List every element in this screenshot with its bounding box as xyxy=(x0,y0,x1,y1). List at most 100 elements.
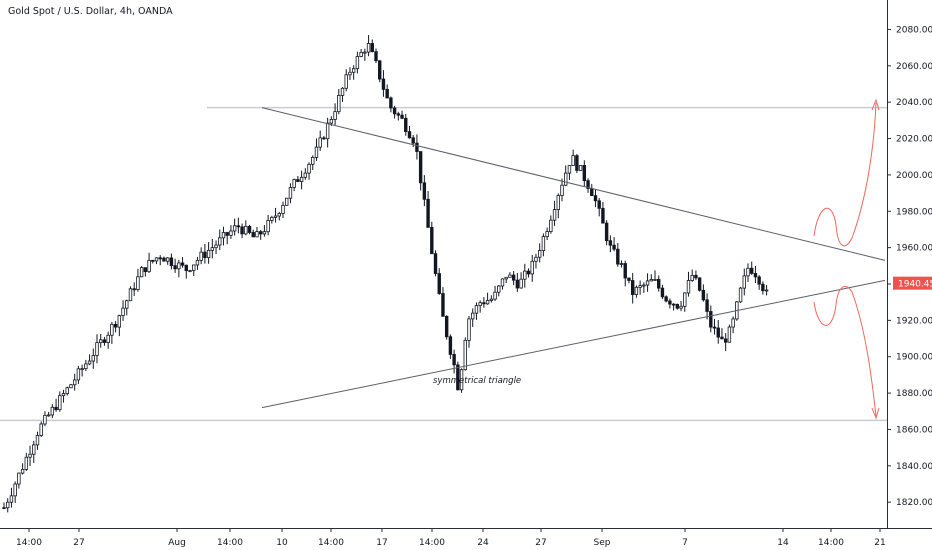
candle-body xyxy=(54,406,58,411)
candle-body xyxy=(180,262,185,266)
candle-body xyxy=(84,363,88,370)
projection-down-curve xyxy=(835,285,877,417)
pattern-annotation: symmetrical triangle xyxy=(433,376,521,386)
candle-body xyxy=(95,342,99,356)
candle-body xyxy=(9,495,14,503)
candle-body xyxy=(58,395,62,411)
candle-body xyxy=(452,354,456,366)
last-price-tag: 1940.456 xyxy=(893,276,932,290)
candle-body xyxy=(392,107,397,115)
candle-body xyxy=(623,263,627,279)
candle-body xyxy=(467,318,471,341)
candle-body xyxy=(482,302,486,305)
y-tick-label: 1880.000 xyxy=(896,389,932,399)
candle-body xyxy=(668,300,672,305)
candle-body xyxy=(214,244,218,249)
candle-body xyxy=(742,275,746,289)
x-tick-label: 17 xyxy=(376,538,387,548)
candle-body xyxy=(411,137,415,144)
candle-body xyxy=(225,232,229,236)
candle-body xyxy=(515,279,520,289)
candle-body xyxy=(444,315,449,338)
candle-body xyxy=(705,299,709,312)
candle-body xyxy=(545,231,549,238)
candle-body xyxy=(2,507,6,510)
candle-body xyxy=(61,393,66,397)
y-tick-label: 2060.000 xyxy=(896,62,932,72)
candle-body xyxy=(634,286,639,295)
candle-body xyxy=(322,137,326,140)
candle-body xyxy=(381,78,386,90)
candle-body xyxy=(608,240,613,246)
candle-body xyxy=(162,257,166,262)
candle-body xyxy=(39,423,43,436)
candle-body xyxy=(203,251,207,259)
candle-body xyxy=(511,274,516,281)
candle-body xyxy=(236,225,241,228)
candle-body xyxy=(307,163,311,174)
candle-body xyxy=(716,327,720,338)
candle-body xyxy=(281,204,285,214)
candle-body xyxy=(50,406,55,416)
candle-body xyxy=(192,264,196,271)
candle-body xyxy=(221,232,226,239)
candle-body xyxy=(337,95,341,113)
candle-body xyxy=(303,172,308,178)
candle-body xyxy=(426,198,430,228)
candle-body xyxy=(177,262,181,270)
candle-body xyxy=(630,280,635,295)
candle-body xyxy=(165,257,170,262)
candle-body xyxy=(448,336,453,355)
candles xyxy=(2,35,769,513)
candle-body xyxy=(430,226,434,255)
candle-body xyxy=(597,200,601,209)
candle-body xyxy=(299,176,304,182)
candle-body xyxy=(184,264,188,272)
candle-body xyxy=(422,182,427,200)
candle-body xyxy=(348,71,352,76)
candle-body xyxy=(244,225,248,235)
candle-body xyxy=(121,307,125,317)
candle-body xyxy=(46,414,51,417)
candle-body xyxy=(91,355,95,362)
last-price-background xyxy=(893,276,932,290)
candle-body xyxy=(701,289,706,301)
candle-body xyxy=(686,280,691,294)
candle-body xyxy=(619,263,624,265)
x-tick-label: 14 xyxy=(777,538,789,548)
candle-body xyxy=(43,414,47,425)
candle-body xyxy=(17,472,21,485)
candle-body xyxy=(671,303,676,306)
x-tick-label: 27 xyxy=(73,538,84,548)
candle-body xyxy=(35,435,40,446)
candle-body xyxy=(13,483,17,497)
candle-body xyxy=(147,259,151,273)
candle-body xyxy=(128,288,133,302)
candle-body xyxy=(690,274,694,281)
candle-body xyxy=(437,273,441,294)
candle-body xyxy=(709,311,713,328)
projection-down-loop xyxy=(813,301,837,326)
candle-body xyxy=(649,279,653,282)
candle-body xyxy=(65,387,69,394)
candle-body xyxy=(664,296,668,302)
candle-body xyxy=(158,257,162,260)
candle-body xyxy=(441,293,445,317)
candle-body xyxy=(504,276,508,280)
candle-body xyxy=(433,253,438,274)
candle-body xyxy=(102,339,107,343)
candle-body xyxy=(24,456,29,470)
candle-body xyxy=(188,270,192,272)
candle-body xyxy=(459,369,464,391)
candle-body xyxy=(251,232,255,238)
candle-body xyxy=(627,277,631,281)
candle-body xyxy=(474,305,479,314)
candle-body xyxy=(385,88,389,99)
candle-body xyxy=(456,364,460,391)
candle-body xyxy=(478,302,482,307)
candle-body xyxy=(340,87,345,96)
x-tick-label: 14:00 xyxy=(318,538,344,548)
x-tick-label: 21 xyxy=(874,538,885,548)
triangle-trendlines xyxy=(261,107,886,409)
